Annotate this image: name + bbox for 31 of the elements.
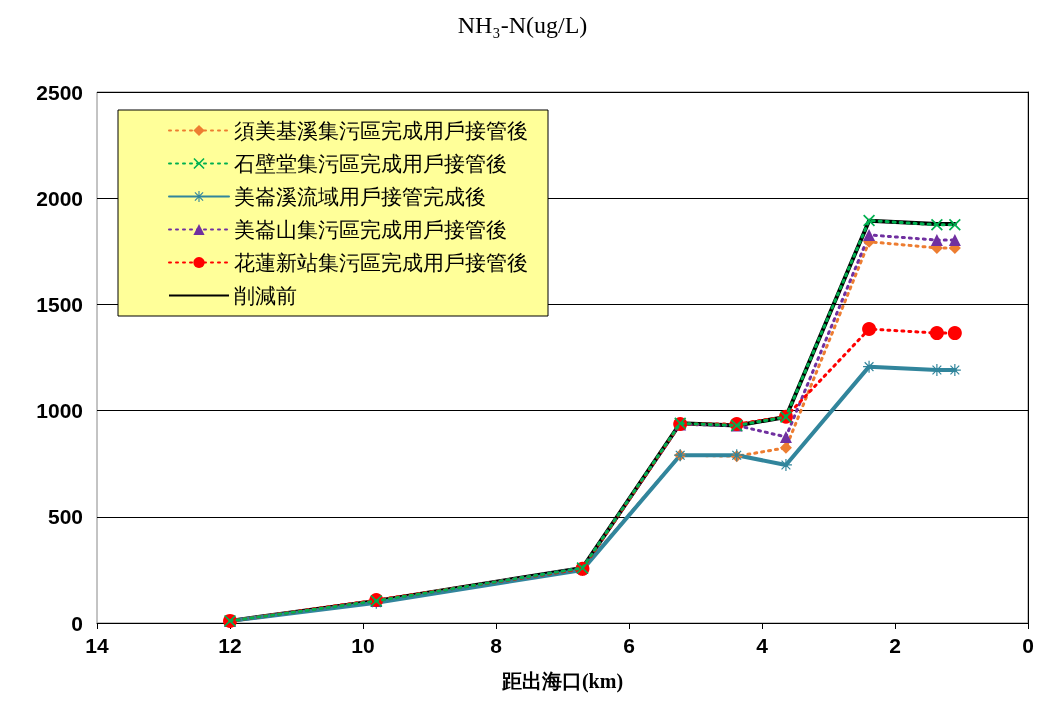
x-tick-label: 10 xyxy=(351,634,375,657)
y-tick-label: 1500 xyxy=(36,292,83,316)
legend-label: 須美基溪集污區完成用戶接管後 xyxy=(234,118,528,143)
point xyxy=(779,430,792,443)
legend-label: 美崙溪流域用戶接管完成後 xyxy=(234,184,486,209)
point xyxy=(930,218,943,231)
y-tick-label: 2000 xyxy=(36,186,83,210)
point xyxy=(948,234,961,247)
x-axis-title: 距出海口(km) xyxy=(500,670,624,693)
point xyxy=(947,326,962,341)
x-tick-label: 4 xyxy=(756,634,769,657)
x-tick-label: 14 xyxy=(85,634,109,657)
y-tick-label: 1000 xyxy=(36,399,83,423)
x-tick-label: 0 xyxy=(1022,634,1034,657)
x-tick-label: 8 xyxy=(490,634,503,657)
x-tick-label: 12 xyxy=(218,634,242,657)
point xyxy=(948,218,961,231)
legend-label: 美崙山集污區完成用戶接管後 xyxy=(234,217,507,242)
legend-label: 石壁堂集污區完成用戶接管後 xyxy=(234,151,507,176)
y-tick-label: 2500 xyxy=(36,80,83,104)
y-tick-label: 500 xyxy=(47,505,83,529)
x-tick-label: 2 xyxy=(889,634,901,657)
point xyxy=(863,228,876,241)
chart-title: NH₃-N(ug/L) xyxy=(457,12,588,38)
point xyxy=(929,326,944,341)
point xyxy=(930,234,943,247)
y-tick-label: 0 xyxy=(71,611,83,635)
legend-label: 削減前 xyxy=(234,283,297,308)
point xyxy=(862,322,877,337)
x-tick-label: 6 xyxy=(623,634,635,657)
legend-label: 花蓮新站集污區完成用戶接管後 xyxy=(234,250,528,275)
